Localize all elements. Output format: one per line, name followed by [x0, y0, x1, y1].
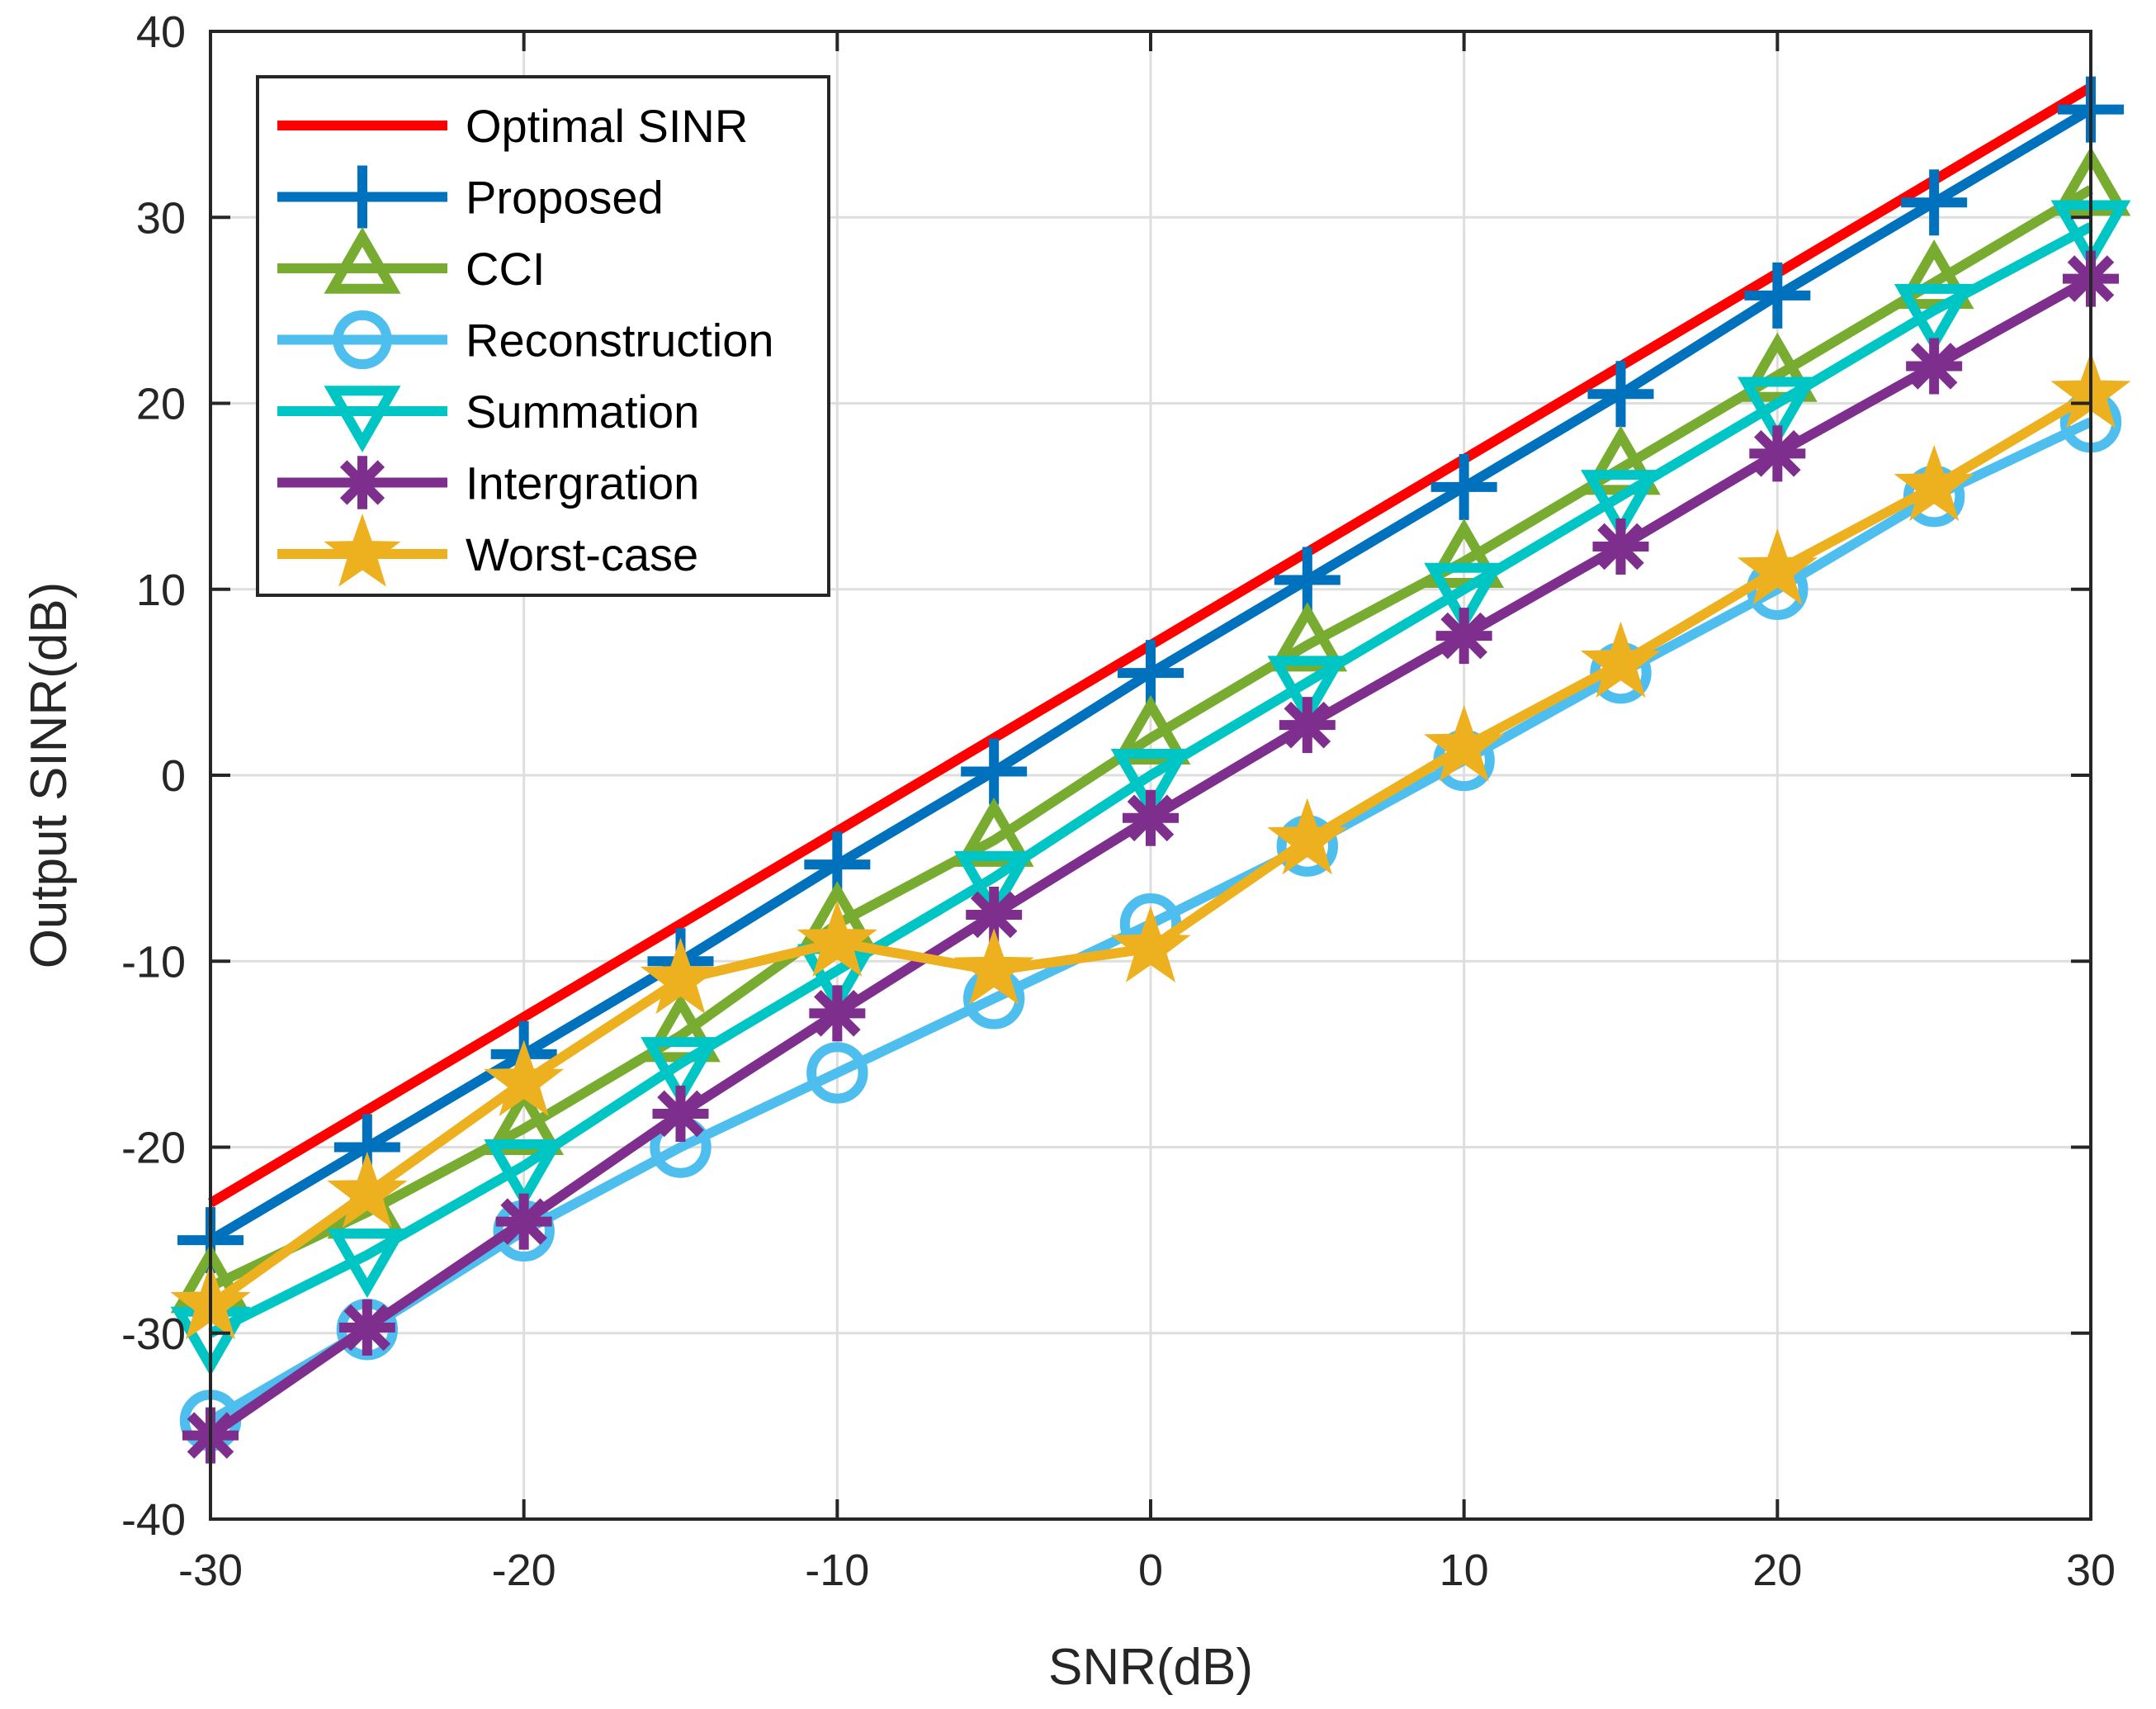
data-point-marker [1118, 640, 1184, 707]
data-point-marker [1581, 425, 1661, 495]
y-axis-title: Output SINR(dB) [21, 582, 78, 969]
x-tick-label: 10 [1440, 1546, 1489, 1595]
legend-label: Intergration [466, 457, 699, 509]
y-tick-label: -20 [121, 1124, 186, 1173]
x-tick-label: 20 [1752, 1546, 1802, 1595]
data-point-marker [1424, 705, 1505, 782]
legend-entry: Reconstruction [277, 310, 774, 370]
data-point-marker [1110, 749, 1191, 819]
data-point-marker [1581, 470, 1661, 540]
series-summation [170, 200, 2131, 1376]
y-tick-label: -10 [121, 937, 186, 987]
y-tick-label: -40 [121, 1495, 186, 1545]
data-point-marker [1587, 361, 1654, 428]
series-line [208, 222, 2093, 1338]
data-point-marker [484, 1085, 565, 1155]
data-point-marker [1267, 602, 1348, 672]
data-point-marker [1123, 789, 1179, 846]
x-tick-label: 0 [1138, 1546, 1163, 1595]
data-point-marker [797, 900, 877, 978]
y-tick-label: 0 [161, 751, 186, 801]
data-point-marker [484, 1139, 565, 1210]
data-point-marker [333, 310, 392, 370]
data-point-marker [324, 513, 401, 587]
data-point-marker [324, 386, 401, 453]
data-point-marker [1430, 453, 1497, 520]
y-tick-label: 10 [136, 566, 186, 615]
x-tick-label: -30 [178, 1546, 243, 1595]
data-point-marker [806, 1042, 868, 1104]
data-point-marker [1435, 608, 1492, 665]
data-point-marker [338, 1299, 395, 1356]
legend-label: Optimal SINR [466, 100, 748, 152]
legend-entry: Optimal SINR [277, 100, 748, 152]
y-tick-label: -30 [121, 1309, 186, 1359]
data-point-marker [1737, 528, 1818, 605]
legend-entry: Summation [277, 386, 699, 453]
data-point-marker [1894, 444, 1974, 522]
series-intergration [182, 250, 2119, 1464]
data-point-marker [1744, 262, 1811, 329]
data-point-marker [1267, 798, 1348, 875]
x-tick-label: -10 [805, 1546, 869, 1595]
series-worst-case [170, 352, 2131, 1340]
x-tick-label: 30 [2066, 1546, 2116, 1595]
data-point-marker [495, 1193, 552, 1250]
data-point-marker [324, 226, 401, 294]
legend-entry: CCI [277, 226, 545, 295]
data-point-marker [1737, 332, 1818, 402]
data-point-marker [641, 992, 721, 1063]
data-point-marker [1279, 697, 1336, 754]
data-point-marker [1894, 239, 1974, 310]
legend-label: Summation [466, 386, 699, 438]
y-tick-label: 30 [136, 193, 186, 243]
data-point-marker [1424, 518, 1505, 588]
data-point-marker [327, 1228, 408, 1299]
legend-label: Worst-case [466, 528, 698, 580]
y-tick-label: 40 [136, 7, 186, 57]
data-point-marker [484, 1039, 565, 1116]
x-tick-label: -20 [492, 1546, 556, 1595]
data-point-marker [327, 1151, 408, 1228]
data-point-marker [652, 1085, 709, 1142]
data-point-marker [335, 456, 390, 509]
data-point-marker [331, 165, 394, 229]
data-point-marker [809, 985, 866, 1042]
legend-entry: Worst-case [277, 513, 698, 587]
data-point-marker [1274, 547, 1340, 613]
data-point-marker [1894, 283, 1974, 353]
data-point-marker [1749, 425, 1806, 482]
data-point-marker [641, 1037, 721, 1107]
legend-entry: Proposed [277, 165, 664, 229]
data-point-marker [1110, 906, 1191, 982]
legend-label: CCI [466, 243, 545, 295]
data-point-marker [640, 937, 721, 1015]
data-point-marker [961, 738, 1028, 805]
y-tick-label: 20 [136, 380, 186, 429]
data-point-marker [1110, 694, 1191, 765]
legend: Optimal SINR Proposed CCI Reconstruction Sum… [256, 75, 830, 597]
data-point-marker [1737, 376, 1818, 447]
data-point-marker [953, 928, 1034, 1005]
data-point-marker [953, 797, 1034, 867]
legend-entry: Intergration [277, 456, 699, 509]
data-point-marker [1901, 169, 1968, 236]
legend-label: Reconstruction [466, 315, 774, 367]
x-axis-title: SNR(dB) [1048, 1639, 1253, 1696]
data-point-marker [1424, 562, 1505, 632]
data-point-marker [1592, 518, 1649, 575]
legend-label: Proposed [466, 172, 664, 224]
data-point-marker [1906, 338, 1963, 395]
data-point-marker [953, 850, 1034, 921]
series-line [208, 185, 2094, 1291]
data-point-marker [1267, 656, 1348, 726]
data-point-marker [1580, 621, 1662, 698]
